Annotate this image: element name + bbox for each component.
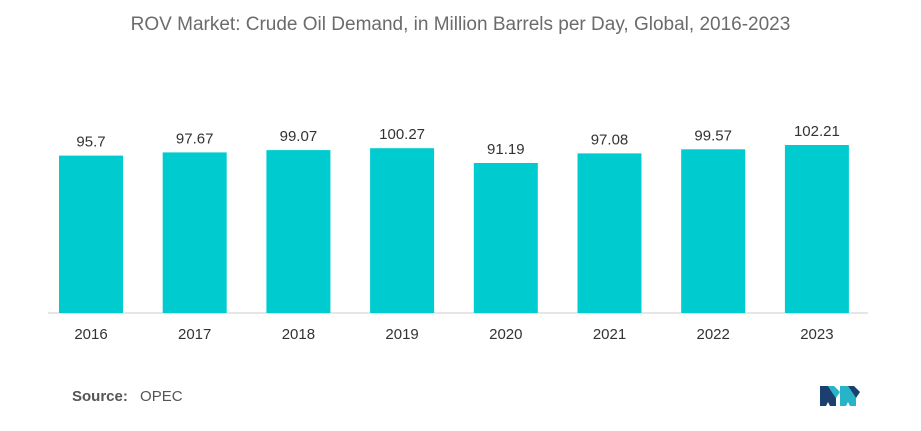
bar-chart: 95.7 2016 97.67 2017 99.07 2018 100.27 2019 91.1…: [48, 123, 868, 343]
data-label-2018: 99.07: [280, 128, 318, 145]
source-label: Source:: [72, 388, 128, 405]
x-tick-label-2023: 2023: [800, 326, 833, 343]
bar-2018: [266, 150, 331, 313]
chart-title: ROV Market: Crude Oil Demand, in Million…: [130, 14, 791, 35]
data-label-2017: 97.67: [176, 130, 214, 147]
data-label-2021: 97.08: [591, 131, 629, 148]
mordor-intelligence-logo: [820, 386, 860, 406]
x-tick-label-2022: 2022: [697, 326, 730, 343]
x-tick-label-2016: 2016: [74, 326, 107, 343]
x-tick-label-2018: 2018: [282, 326, 315, 343]
bar-2019: [370, 148, 435, 313]
bars-group: 95.7 2016 97.67 2017 99.07 2018 100.27 2019 91.1…: [59, 123, 849, 343]
bar-2021: [577, 153, 642, 313]
bar-2017: [162, 152, 227, 313]
bar-2022: [681, 149, 746, 313]
x-tick-label-2021: 2021: [593, 326, 626, 343]
data-label-2023: 102.21: [794, 123, 840, 140]
x-tick-label-2020: 2020: [489, 326, 522, 343]
data-label-2022: 99.57: [694, 127, 732, 144]
bar-2016: [59, 155, 123, 313]
bar-2023: [784, 145, 849, 313]
source-note: Source: OPEC: [72, 388, 183, 405]
x-tick-label-2017: 2017: [178, 326, 211, 343]
data-label-2019: 100.27: [379, 126, 425, 143]
bar-2020: [473, 163, 538, 313]
data-label-2016: 95.7: [76, 134, 105, 151]
data-label-2020: 91.19: [487, 141, 525, 158]
source-value: OPEC: [140, 388, 183, 405]
x-tick-label-2019: 2019: [385, 326, 418, 343]
